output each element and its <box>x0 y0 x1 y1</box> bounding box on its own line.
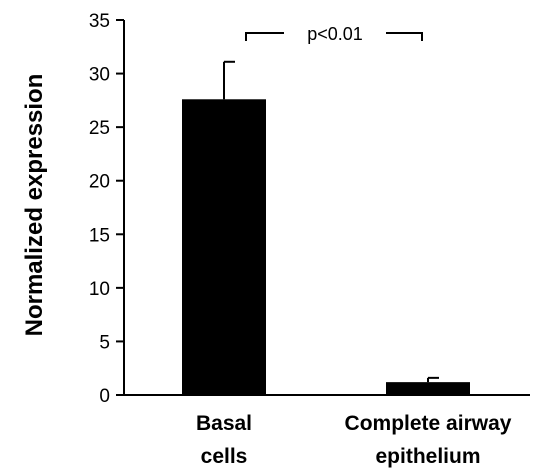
bars <box>182 60 470 396</box>
y-tick-label: 25 <box>89 118 110 139</box>
p-value-label: p<0.01 <box>307 24 363 44</box>
y-tick-label: 5 <box>99 332 110 353</box>
significance-bracket-right <box>386 32 423 41</box>
x-tick-label: cells <box>201 445 248 468</box>
significance-bracket-left <box>245 32 284 41</box>
y-tick-label: 15 <box>89 225 110 246</box>
x-tick-label: Basal <box>196 412 252 435</box>
y-tick-label: 30 <box>89 65 110 86</box>
significance-annotation: p<0.01 <box>245 24 423 44</box>
y-axis-label: Normalized expression <box>21 74 48 337</box>
y-tick-label: 35 <box>89 11 110 32</box>
y-tick-label: 10 <box>89 279 110 300</box>
y-axis: 0 5 10 15 20 25 30 35 <box>89 11 125 407</box>
y-tick-label: 20 <box>89 172 110 193</box>
x-tick-label: epithelium <box>375 445 480 468</box>
bar <box>182 99 266 396</box>
x-tick-label: Complete airway <box>345 412 512 435</box>
y-tick-label: 0 <box>99 386 110 407</box>
category-labels: Basal cells Complete airway epithelium <box>196 412 512 468</box>
bar <box>386 382 470 395</box>
